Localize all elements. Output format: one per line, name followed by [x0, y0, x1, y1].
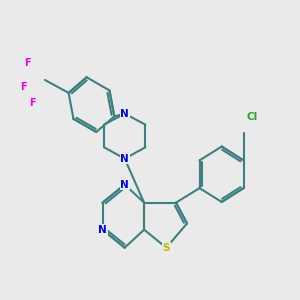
- Text: N: N: [98, 225, 107, 235]
- Text: F: F: [24, 58, 31, 68]
- Text: F: F: [29, 98, 35, 108]
- Text: F: F: [20, 82, 27, 92]
- Text: Cl: Cl: [247, 112, 258, 122]
- Text: N: N: [120, 109, 129, 118]
- Text: N: N: [120, 154, 129, 164]
- Text: S: S: [163, 243, 170, 253]
- Text: N: N: [120, 180, 129, 190]
